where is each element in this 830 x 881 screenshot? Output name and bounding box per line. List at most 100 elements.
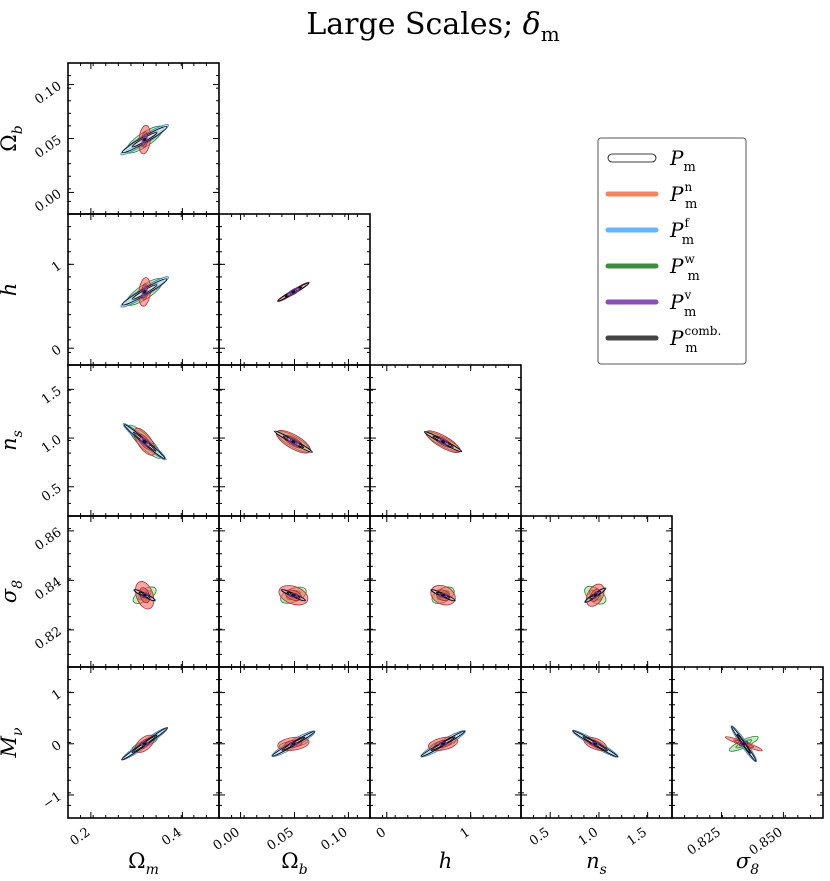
panel-ns-vs-h — [369, 364, 522, 517]
panel-ticks — [219, 365, 370, 516]
panel-s8-vs-Ob — [218, 515, 371, 668]
contour-1sigma-Pm-comb- — [143, 594, 146, 597]
ytick-Ob-2: 0.10 — [32, 79, 64, 108]
legend-label: Pm — [669, 146, 696, 175]
legend-label: Pw m — [669, 252, 700, 284]
title-symbol: δ — [523, 7, 541, 42]
panel-contours — [277, 281, 310, 302]
panel-ticks — [68, 214, 219, 365]
legend-entry-2: Pf m — [605, 216, 694, 248]
xlabel-Om: Ωm — [128, 849, 159, 878]
xtick-ns-2: 1.5 — [624, 825, 650, 849]
title-subscript: m — [541, 22, 560, 46]
contour-1sigma-Pm-comb- — [292, 594, 295, 597]
panel-contours — [423, 430, 463, 453]
ytick-Ob-0: 0.00 — [32, 187, 64, 216]
ytick-h-0: 0 — [49, 342, 64, 359]
xlabel-Ob: Ωb — [281, 849, 307, 878]
ytick-ns-1: 1.0 — [39, 432, 65, 456]
panel-Mnu-vs-ns: 0.5 1.0 1.5 ns — [520, 666, 673, 878]
panel-s8-vs-Om: 0.82 0.84 0.86 σ8 — [0, 515, 220, 668]
legend-entry-4: Pv m — [605, 288, 696, 320]
panel-contours — [584, 583, 607, 607]
panel-Mnu-vs-Om: −1 0 1 Mν 0.2 0.4Ωm — [0, 666, 220, 878]
panel-contours — [120, 276, 169, 308]
panel-ticks — [672, 667, 823, 818]
title-main: Large Scales; — [306, 7, 522, 42]
xtick-ns-0: 0.5 — [527, 825, 553, 849]
panel-ticks — [68, 63, 219, 214]
panel-h-vs-Om: 0 1 h — [0, 213, 220, 366]
legend-swatch — [607, 153, 657, 163]
xtick-s8-1: 0.850 — [747, 825, 786, 859]
contour-1sigma-Pm-comb- — [292, 742, 295, 745]
ylabel-Mnu: Mν — [0, 727, 26, 759]
ytick-s8-1: 0.84 — [32, 575, 64, 604]
contour-1sigma-Pm-comb- — [594, 742, 597, 745]
contour-1sigma-Pm-comb- — [292, 440, 295, 443]
legend-label: Pn m — [669, 180, 697, 212]
legend-entry-0: Pm — [607, 146, 696, 175]
panel-s8-vs-h — [369, 515, 522, 668]
xtick-Om-1: 0.4 — [159, 825, 185, 849]
ylabel-ns: ns — [0, 430, 26, 451]
contour-1sigma-Pm-comb- — [143, 742, 146, 745]
legend: Pm Pn m Pf m Pw m Pv m Pcomb. m — [597, 137, 747, 365]
contour-1sigma-Pm-comb- — [441, 440, 445, 443]
panel-ticks — [521, 667, 672, 818]
xlabel-h: h — [439, 849, 453, 873]
panel-contours — [278, 585, 309, 606]
xtick-ns-1: 1.0 — [576, 825, 602, 849]
ytick-Mnu-0: −1 — [40, 789, 64, 812]
contour-1sigma-Pm-comb- — [143, 440, 146, 443]
ytick-h-1: 1 — [49, 259, 64, 276]
panel-contours — [724, 725, 763, 763]
legend-entry-3: Pw m — [605, 252, 700, 284]
legend-entry-5: Pcomb. m — [605, 324, 721, 356]
ytick-Mnu-1: 0 — [49, 738, 64, 755]
ylabel-h: h — [0, 283, 21, 297]
contour-1sigma-Pm-comb- — [143, 138, 146, 141]
contour-1sigma-Pm-comb- — [742, 742, 746, 745]
ytick-ns-2: 1.5 — [39, 384, 65, 408]
xtick-Ob-2: 0.10 — [318, 825, 350, 854]
panel-ticks — [219, 214, 370, 365]
contour-1sigma-Pm-comb- — [594, 594, 597, 597]
ytick-s8-2: 0.86 — [32, 525, 64, 554]
contour-1sigma-Pm-comb- — [292, 290, 295, 294]
panel-contours — [271, 730, 316, 758]
panel-Mnu-vs-h: 0 1h — [369, 666, 522, 873]
panel-contours — [132, 581, 157, 610]
xtick-Ob-0: 0.00 — [211, 825, 243, 854]
xtick-h-1: 1 — [458, 825, 473, 842]
panel-contours — [120, 123, 169, 156]
ylabel-Ob: Ωb — [0, 125, 26, 151]
ytick-Ob-1: 0.05 — [32, 133, 64, 162]
legend-entry-1: Pn m — [605, 180, 697, 212]
ylabel-s8: σ8 — [0, 580, 26, 603]
chart-title: Large Scales; δm — [306, 7, 559, 46]
contour-1sigma-Pm-comb- — [441, 742, 445, 745]
contour-1sigma-Pm-comb- — [143, 290, 146, 294]
panel-h-vs-Ob — [218, 213, 371, 366]
xtick-Om-0: 0.2 — [68, 825, 94, 849]
panel-ns-vs-Om: 0.5 1.0 1.5 ns — [0, 364, 220, 517]
xtick-h-0: 0 — [374, 825, 389, 842]
panel-ns-vs-Ob — [218, 364, 371, 517]
legend-label: Pcomb. m — [669, 324, 721, 356]
contour-1sigma-Pm-comb- — [441, 594, 445, 597]
ytick-Mnu-2: 1 — [49, 687, 64, 704]
ytick-s8-0: 0.82 — [32, 624, 64, 653]
panel-contours — [274, 430, 313, 454]
legend-label: Pv m — [669, 288, 696, 320]
panel-contours — [122, 423, 167, 461]
panel-s8-vs-ns — [520, 515, 673, 668]
panel-ticks — [370, 667, 521, 818]
panel-contours — [430, 584, 456, 606]
xlabel-ns: ns — [586, 849, 607, 878]
